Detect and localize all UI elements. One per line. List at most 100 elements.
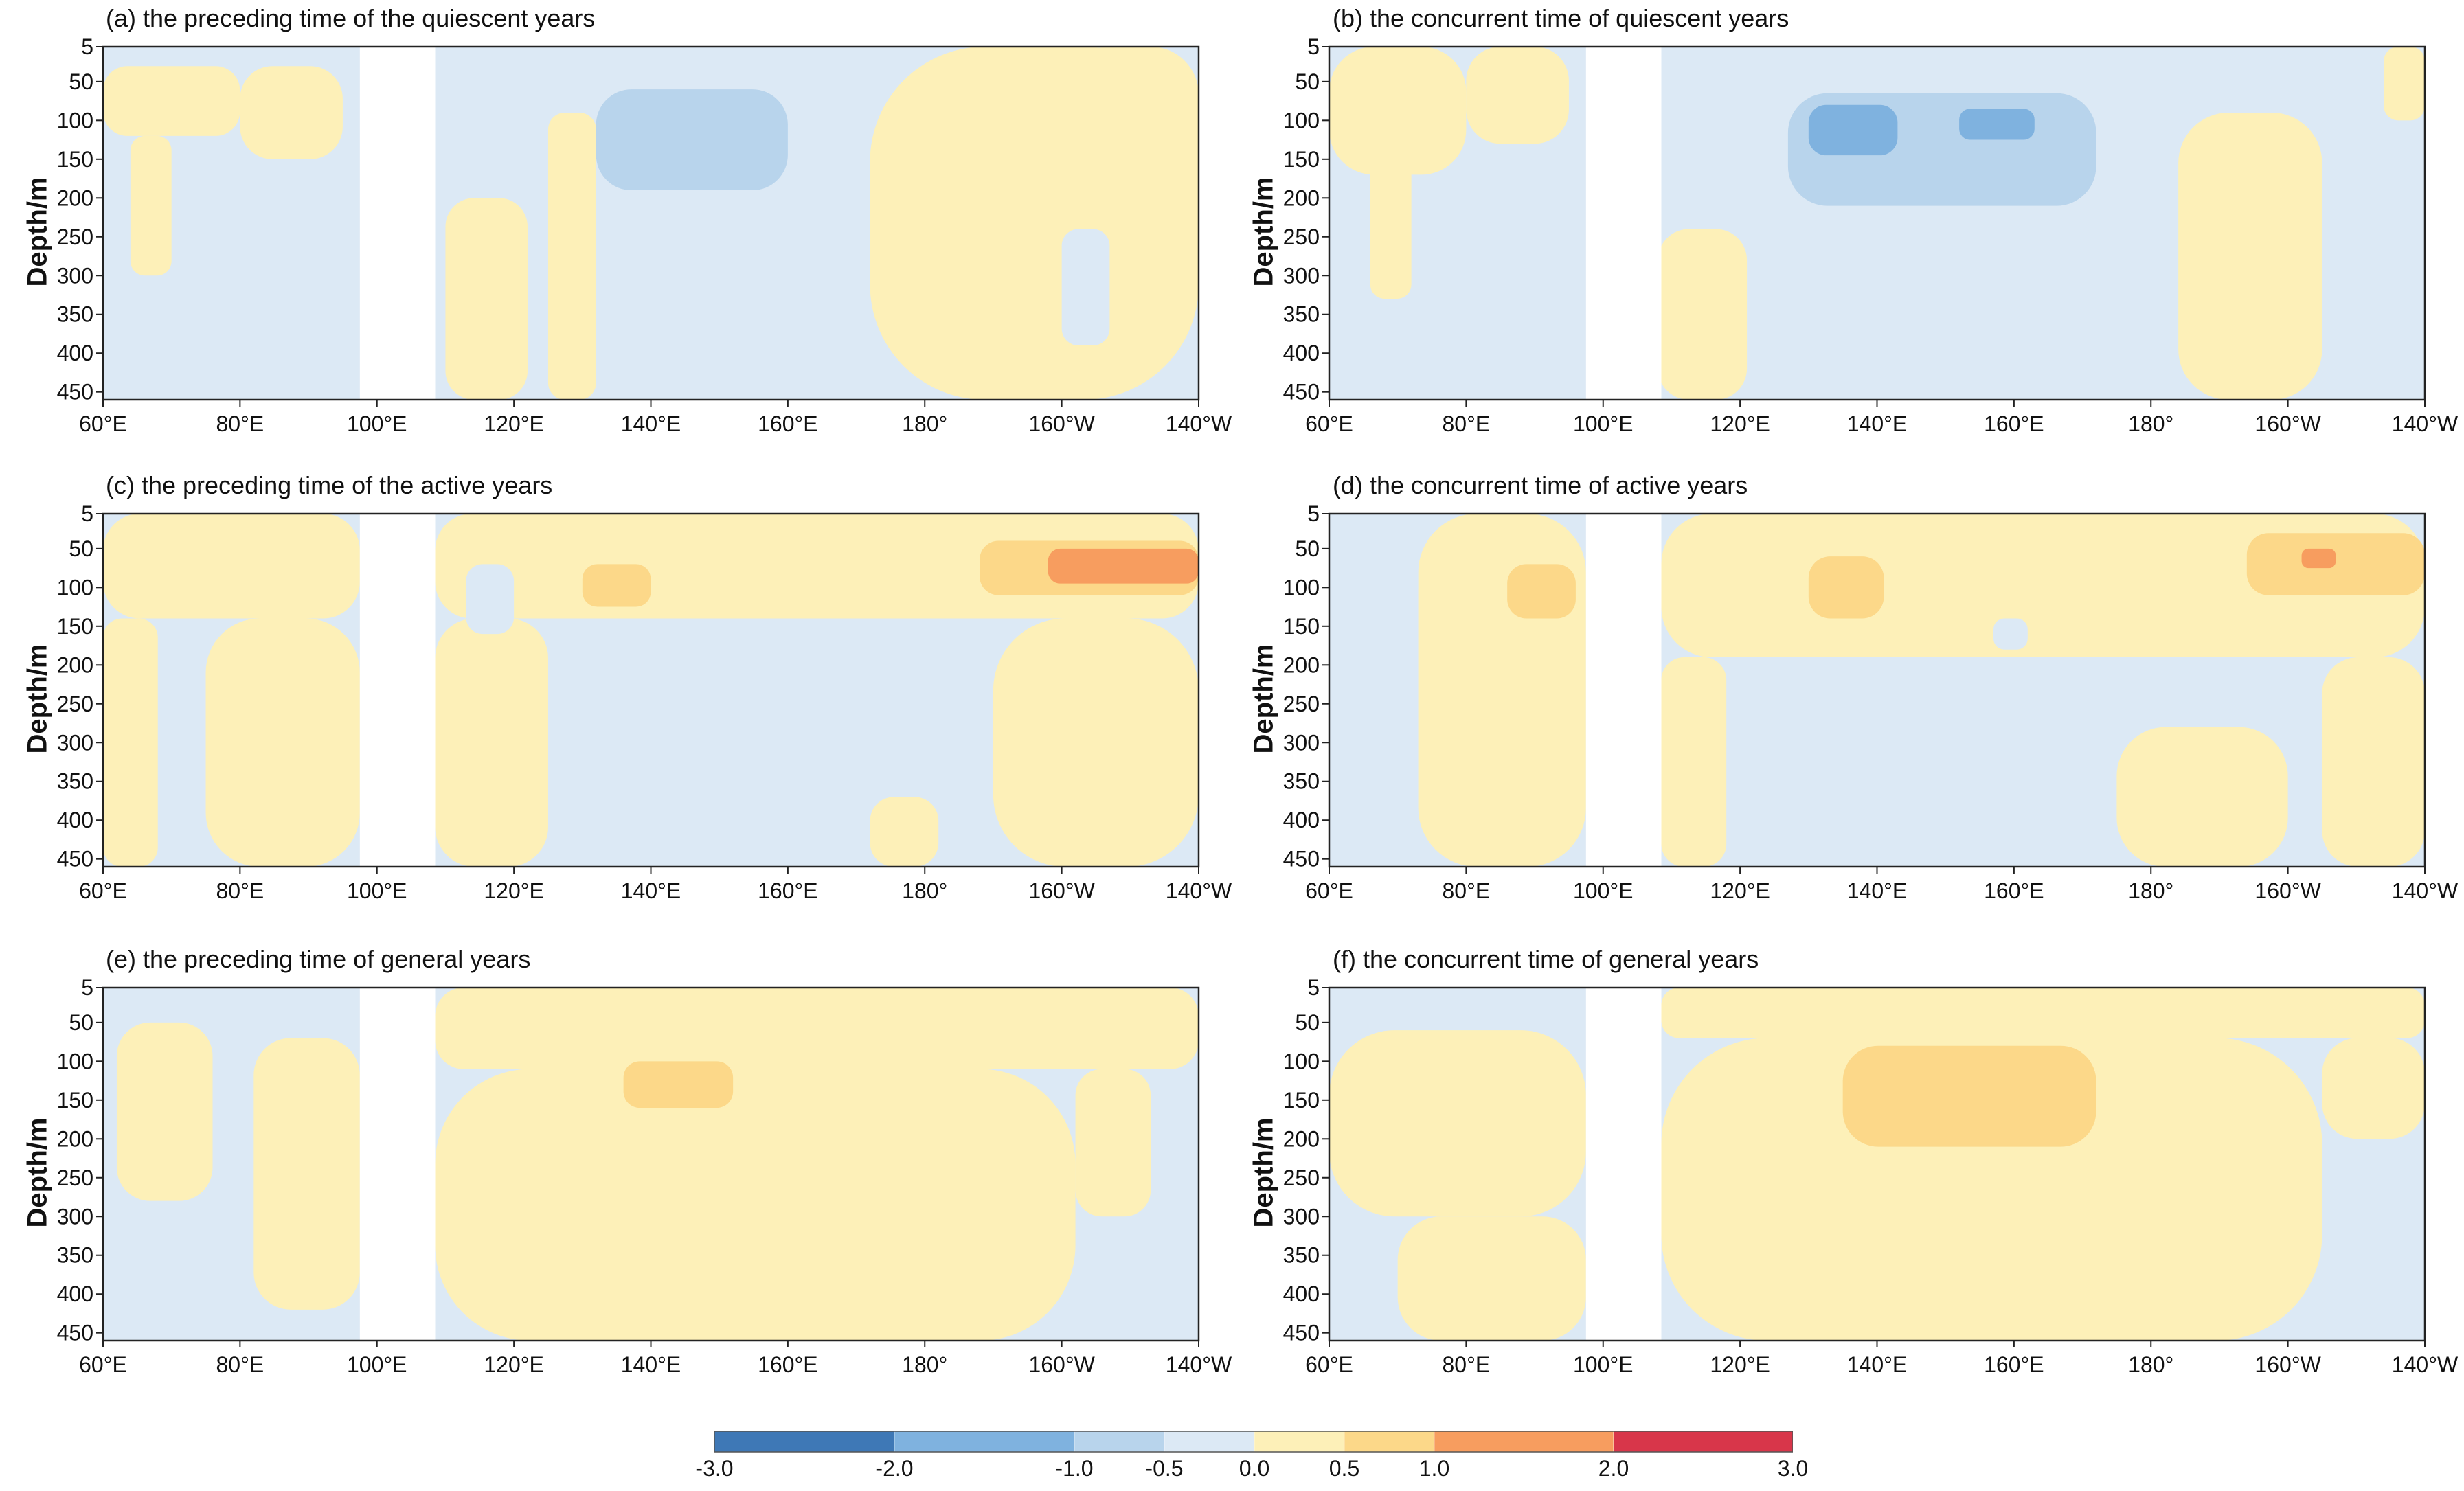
x-tick-label: 140°W — [1166, 878, 1232, 903]
x-tick-label: 80°E — [216, 1352, 264, 1377]
anomaly-region — [2301, 548, 2336, 569]
x-tick-label: 160°E — [758, 878, 818, 903]
x-tick-label: 100°E — [347, 878, 407, 903]
y-tick-label: 5 — [1307, 975, 1320, 1000]
y-tick-label: 150 — [57, 147, 93, 172]
y-tick-label: 350 — [57, 302, 93, 327]
anomaly-region — [103, 514, 360, 619]
x-tick-label: 180° — [902, 878, 947, 903]
x-tick-label: 140°E — [621, 1352, 681, 1377]
y-tick-label: 300 — [1283, 1204, 1320, 1229]
y-tick-label: 450 — [1283, 847, 1320, 872]
colorbar-tick-label: -1.0 — [1055, 1456, 1094, 1481]
x-tick-label: 160°W — [2254, 411, 2321, 436]
panel-a: (a) the preceding time of the quiescent … — [0, 0, 1232, 436]
y-tick-label: 200 — [57, 1126, 93, 1151]
x-tick-label: 180° — [2128, 878, 2173, 903]
anomaly-region — [1661, 1038, 2322, 1341]
anomaly-region — [993, 618, 1199, 867]
colorbar-tick-label: -2.0 — [875, 1456, 914, 1481]
colorbar-tick-label: -3.0 — [695, 1456, 734, 1481]
y-tick-label: 400 — [57, 808, 93, 832]
anomaly-region — [2246, 533, 2425, 595]
x-tick-label: 180° — [2128, 1352, 2173, 1377]
y-tick-label: 450 — [1283, 1321, 1320, 1345]
heatmap-plot: 5 50 100 150 200 250 300 350 400 450 60°E 80°E 100°E… — [1283, 34, 2459, 436]
anomaly-region — [1808, 556, 1884, 619]
y-tick-label: 100 — [57, 1049, 93, 1073]
land-gap — [1585, 514, 1662, 867]
x-tick-label: 80°E — [216, 411, 264, 436]
y-tick-label: 50 — [1295, 536, 1320, 561]
anomaly-region — [596, 89, 788, 190]
anomaly-region — [1329, 1030, 1586, 1217]
y-tick-label: 250 — [1283, 225, 1320, 249]
anomaly-region — [130, 135, 172, 276]
colorbar-tick-label: 2.0 — [1598, 1456, 1629, 1481]
y-tick-label: 100 — [1283, 1049, 1320, 1073]
land-gap — [1585, 988, 1662, 1341]
y-tick-label: 400 — [57, 1282, 93, 1306]
panel-title: (b) the concurrent time of quiescent yea… — [1333, 4, 1789, 32]
y-tick-label: 400 — [1283, 1282, 1320, 1306]
y-tick-label: 250 — [57, 225, 93, 249]
panel-c: (c) the preceding time of the active yea… — [0, 467, 1232, 903]
anomaly-region — [2384, 47, 2425, 121]
x-tick-label: 140°E — [1847, 878, 1908, 903]
panel-e: (e) the preceding time of general years … — [0, 941, 1232, 1377]
y-tick-label: 400 — [1283, 808, 1320, 832]
x-tick-label: 160°E — [758, 411, 818, 436]
panel-b: (b) the concurrent time of quiescent yea… — [1226, 0, 2459, 436]
anomaly-region — [1661, 657, 1727, 867]
y-tick-label: 250 — [1283, 1165, 1320, 1190]
y-tick-label: 300 — [1283, 730, 1320, 755]
colorbar-segment — [1344, 1431, 1435, 1453]
anomaly-region — [1661, 514, 2425, 657]
x-tick-label: 140°W — [1166, 411, 1232, 436]
anomaly-region — [1061, 47, 1199, 198]
y-tick-label: 350 — [57, 769, 93, 794]
x-tick-label: 120°E — [1710, 878, 1770, 903]
x-tick-label: 140°W — [2392, 411, 2459, 436]
y-tick-label: 450 — [57, 1321, 93, 1345]
y-tick-label: 50 — [69, 1010, 93, 1035]
x-tick-label: 140°E — [1847, 411, 1908, 436]
y-tick-label: 250 — [1283, 692, 1320, 716]
x-tick-label: 60°E — [79, 411, 127, 436]
anomaly-region — [2116, 727, 2288, 867]
colorbar-tick-label: 0.0 — [1239, 1456, 1270, 1481]
panel-title: (e) the preceding time of general years — [106, 945, 531, 973]
panel-title: (d) the concurrent time of active years — [1333, 471, 1748, 499]
x-tick-label: 140°E — [621, 411, 681, 436]
anomaly-region — [435, 618, 548, 867]
anomaly-region — [582, 564, 651, 607]
y-tick-label: 150 — [1283, 1088, 1320, 1113]
anomaly-region — [1959, 109, 2035, 140]
y-tick-label: 200 — [57, 652, 93, 677]
colorbar-segment — [714, 1431, 895, 1453]
anomaly-region — [623, 1061, 734, 1108]
anomaly-region — [2322, 657, 2425, 867]
y-tick-label: 150 — [1283, 614, 1320, 639]
x-tick-label: 120°E — [1710, 1352, 1770, 1377]
land-gap — [359, 988, 436, 1341]
x-tick-label: 80°E — [1443, 878, 1491, 903]
land-gap — [359, 47, 436, 400]
anomaly-region — [1993, 618, 2028, 650]
x-tick-label: 100°E — [347, 411, 407, 436]
y-tick-label: 50 — [69, 69, 93, 94]
x-tick-label: 140°W — [2392, 1352, 2459, 1377]
y-tick-label: 5 — [81, 501, 93, 526]
land-gap — [359, 514, 436, 867]
y-tick-label: 400 — [57, 341, 93, 365]
x-tick-label: 140°W — [1166, 1352, 1232, 1377]
y-tick-label: 5 — [81, 34, 93, 59]
y-tick-label: 200 — [1283, 1126, 1320, 1151]
x-tick-label: 100°E — [1573, 1352, 1634, 1377]
colorbar-segment — [1254, 1431, 1345, 1453]
y-tick-label: 100 — [1283, 575, 1320, 600]
anomaly-region — [466, 564, 515, 635]
colorbar — [714, 1431, 1793, 1453]
heatmap-plot: 5 50 100 150 200 250 300 350 400 450 60°E 80°E 100°E… — [1283, 975, 2459, 1377]
